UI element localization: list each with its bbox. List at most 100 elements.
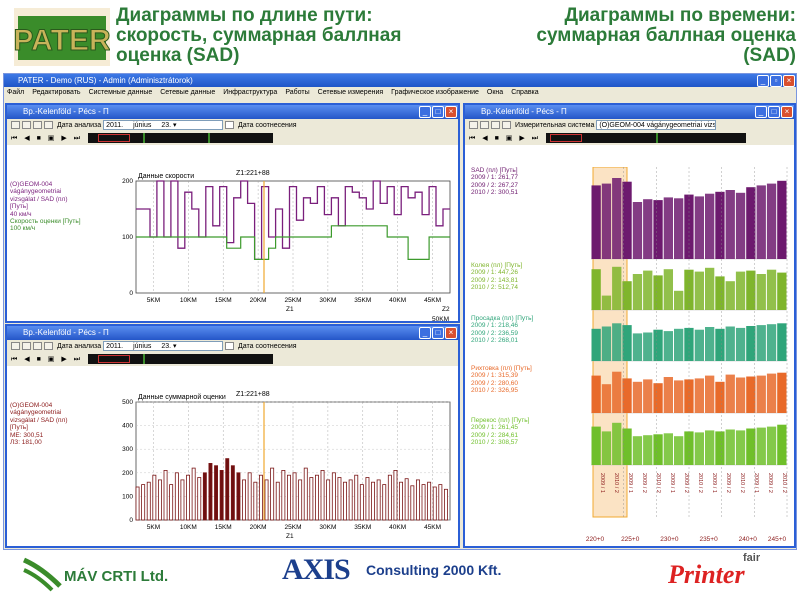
save-icon[interactable] xyxy=(469,121,478,130)
speed-chart[interactable]: Данные скорости Z1:221+88 0 100 200 5KM 10KM 15… xyxy=(112,167,458,323)
save-icon[interactable] xyxy=(11,342,20,351)
menu-help[interactable]: Справка xyxy=(511,89,539,96)
y-tick-label: 500 xyxy=(122,399,133,406)
close-button[interactable]: × xyxy=(445,106,457,118)
next-icon[interactable]: ▶ xyxy=(61,356,67,363)
position-strip[interactable] xyxy=(87,133,273,144)
menu-infrastructure[interactable]: Инфраструктура xyxy=(223,89,278,96)
minimize-button[interactable]: _ xyxy=(755,106,767,118)
print-icon[interactable] xyxy=(22,121,31,130)
menu-bar: Файл Редактировать Системные данные Сете… xyxy=(4,87,796,99)
settings-icon[interactable] xyxy=(44,342,53,351)
x-tick-label: 10KM xyxy=(180,297,197,304)
menu-network-measurements[interactable]: Сетевые измерения xyxy=(317,89,384,96)
app-window-controls: _ ▫ × xyxy=(757,75,795,87)
first-icon[interactable]: ⏮ xyxy=(11,356,18,363)
x-tick-label: 15KM xyxy=(215,297,232,304)
bar-Перекос xyxy=(725,429,735,465)
stop-icon[interactable]: ■ xyxy=(494,135,499,142)
compare-checkbox[interactable] xyxy=(225,342,235,351)
period-label: 2009 / 2 xyxy=(767,473,773,493)
menu-graphics[interactable]: Графическое изображение xyxy=(391,89,479,96)
menu-windows[interactable]: Окна xyxy=(486,89,504,96)
analysis-date-field[interactable]: 2011. június 23. ▾ xyxy=(103,341,224,352)
bar xyxy=(331,472,336,521)
position-strip[interactable] xyxy=(87,354,273,365)
next-icon[interactable]: ▶ xyxy=(519,135,525,142)
bar-SAD xyxy=(756,185,766,259)
minimize-button[interactable]: _ xyxy=(419,106,431,118)
bar xyxy=(320,470,325,521)
bar xyxy=(258,474,263,521)
period-label: 2010 / 2 xyxy=(613,473,619,493)
bar-SAD xyxy=(766,183,777,259)
z1-axis-label: Z1 xyxy=(286,306,294,313)
close-button[interactable]: × xyxy=(783,75,795,87)
toggle-icon[interactable]: ▣ xyxy=(47,135,55,142)
menu-network-data[interactable]: Сетевые данные xyxy=(160,89,216,96)
bar xyxy=(309,477,314,521)
bar-Просадка xyxy=(653,329,663,361)
unit-label: 50KM xyxy=(432,316,449,323)
menu-system-data[interactable]: Системные данные xyxy=(88,89,153,96)
close-button[interactable]: × xyxy=(781,106,793,118)
toggle-icon[interactable]: ▣ xyxy=(47,356,55,363)
minimize-button[interactable]: _ xyxy=(419,327,431,339)
analysis-date-field[interactable]: 2011. június 23. ▾ xyxy=(103,120,224,131)
menu-file[interactable]: Файл xyxy=(7,89,25,96)
bar-Колея xyxy=(591,269,601,310)
prev-icon[interactable]: ◀ xyxy=(24,356,30,363)
system-select[interactable]: (O)GEOM-004 vágánygeometriai vizs xyxy=(596,120,717,131)
restore-button[interactable]: ▫ xyxy=(770,75,782,87)
settings-icon[interactable] xyxy=(502,121,511,130)
save-icon[interactable] xyxy=(11,121,20,130)
bar-Просадка xyxy=(632,333,643,361)
legend-group: Перекос (пл) [Путь] 2009 / 1: 261,45 2009 … xyxy=(471,417,529,447)
last-icon[interactable]: ⏭ xyxy=(73,135,81,142)
bar xyxy=(427,481,432,521)
first-icon[interactable]: ⏮ xyxy=(469,135,476,142)
prev-icon[interactable]: ◀ xyxy=(24,135,30,142)
maximize-button[interactable]: □ xyxy=(432,327,444,339)
settings-icon[interactable] xyxy=(44,121,53,130)
print-icon[interactable] xyxy=(480,121,489,130)
bar-Колея xyxy=(653,275,663,310)
time-chart[interactable]: 2009 / 1 2010 / 2 2009 / 1 2009 / 2 2010 / 2… xyxy=(585,167,793,545)
stop-icon[interactable]: ■ xyxy=(36,356,41,363)
bar-SAD xyxy=(725,190,735,259)
last-icon[interactable]: ⏭ xyxy=(531,135,539,142)
close-button[interactable]: × xyxy=(445,327,457,339)
next-icon[interactable]: ▶ xyxy=(61,135,67,142)
bar-Рихтовка xyxy=(705,375,715,413)
analysis-date-label: Дата анализа xyxy=(56,122,102,129)
bar xyxy=(169,484,174,521)
maximize-button[interactable]: □ xyxy=(432,106,444,118)
sad-chart[interactable]: Данные суммарной оценки Z1:221+88 0 100 200 3… xyxy=(112,388,458,546)
menu-edit[interactable]: Редактировать xyxy=(32,89,81,96)
bar-Рихтовка xyxy=(632,381,643,413)
legend-group: Просадка (пл) [Путь] 2009 / 1: 218,46 2009… xyxy=(471,315,533,345)
toggle-icon[interactable]: ▣ xyxy=(505,135,513,142)
legend-group-title: SAD (пл) [Путь] xyxy=(471,167,518,174)
export-icon[interactable] xyxy=(33,342,42,351)
legend-line: 2009 / 1: 218,46 xyxy=(471,322,518,330)
compare-date-label: Дата соотнесения xyxy=(238,343,297,350)
print-icon[interactable] xyxy=(22,342,31,351)
bar-Перекос xyxy=(643,435,653,465)
compare-checkbox[interactable] xyxy=(225,121,235,130)
menu-works[interactable]: Работы xyxy=(285,89,310,96)
prev-icon[interactable]: ◀ xyxy=(482,135,488,142)
maximize-button[interactable]: □ xyxy=(768,106,780,118)
mav-text: MÁV CRTI Ltd. xyxy=(64,568,169,585)
last-icon[interactable]: ⏭ xyxy=(73,356,81,363)
position-strip[interactable] xyxy=(545,133,746,144)
stop-icon[interactable]: ■ xyxy=(36,135,41,142)
first-icon[interactable]: ⏮ xyxy=(11,135,18,142)
bar xyxy=(415,479,420,521)
export-icon[interactable] xyxy=(491,121,500,130)
export-icon[interactable] xyxy=(33,121,42,130)
consulting-text: Consulting 2000 Kft. xyxy=(366,562,502,578)
minimize-button[interactable]: _ xyxy=(757,75,769,87)
bar-Рихтовка xyxy=(777,372,787,413)
bar xyxy=(180,479,185,521)
